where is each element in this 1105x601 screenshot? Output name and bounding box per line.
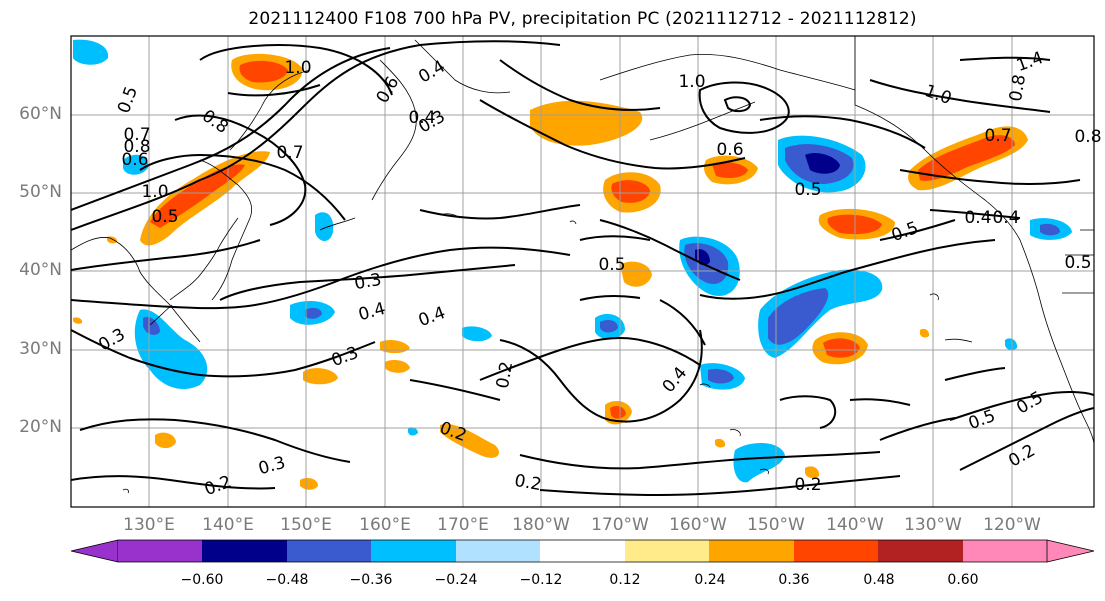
lon-label-180w: 180°W: [512, 515, 570, 535]
lon-label-170w: 170°W: [591, 515, 649, 535]
contour-label: 0.8: [123, 137, 150, 157]
lat-label-60n: 60°N: [19, 104, 62, 124]
colorbar-tick: 0.60: [947, 572, 979, 588]
contour-label: 1.0: [284, 58, 311, 78]
contour-label: 1.0: [141, 182, 168, 202]
colorbar-tick: −0.36: [349, 572, 393, 588]
lat-label-20n: 20°N: [19, 417, 62, 437]
lon-label-150w: 150°W: [747, 515, 805, 535]
contour-label: 0.7: [984, 126, 1011, 146]
contour-label: 0.4: [992, 208, 1019, 228]
contour-label: 0.8: [1074, 127, 1101, 147]
contour-label: 0.5: [794, 180, 821, 200]
contour-label: 1.0: [678, 72, 705, 92]
lat-label-40n: 40°N: [19, 260, 62, 280]
contour-label: 0.3: [353, 270, 383, 294]
lon-label-140e: 140°E: [202, 515, 254, 535]
lon-label-150e: 150°E: [280, 515, 332, 535]
contour-label: 0.6: [716, 140, 743, 160]
contour-label: 0.6: [121, 150, 148, 170]
colorbar-tick: −0.24: [434, 572, 478, 588]
pv-contours: [71, 40, 1094, 497]
map-title: 2021112400 F108 700 hPa PV, precipitatio…: [248, 9, 917, 29]
contour-label: 0.5: [1064, 253, 1091, 273]
contour-label: 0.7: [276, 143, 303, 163]
contour-label: 0.7: [123, 125, 150, 145]
contour-label: 0.5: [598, 255, 625, 275]
contour-label: 0.2: [493, 360, 517, 390]
lon-label-130e: 130°E: [123, 515, 175, 535]
contour-label: 0.8: [1006, 73, 1030, 103]
map-frame: [70, 35, 1095, 508]
colorbar-tick: 0.24: [694, 572, 726, 588]
contour-label: 0.5: [151, 207, 178, 227]
colorbar-tick: 0.12: [609, 572, 641, 588]
colorbar-tick: −0.60: [180, 572, 224, 588]
lon-label-160w: 160°W: [669, 515, 727, 535]
contour-label: 0.2: [513, 471, 543, 495]
lon-label-130w: 130°W: [904, 515, 962, 535]
contour-label: 0.2: [794, 475, 821, 495]
lat-label-30n: 30°N: [19, 339, 62, 359]
coastlines: [71, 36, 1094, 494]
graticule: [71, 36, 1094, 507]
lat-label-50n: 50°N: [19, 182, 62, 202]
colorbar-tick: −0.48: [265, 572, 309, 588]
lon-label-170e: 170°E: [437, 515, 489, 535]
colorbar-tick: −0.12: [519, 572, 563, 588]
colorbar-tick: 0.36: [778, 572, 810, 588]
lon-label-120w: 120°W: [983, 515, 1041, 535]
lon-label-140w: 140°W: [826, 515, 884, 535]
colorbar-tick: 0.48: [863, 572, 895, 588]
contour-label: 0.4: [408, 108, 435, 128]
contour-label: 0.4: [964, 208, 991, 228]
lon-label-160e: 160°E: [359, 515, 411, 535]
